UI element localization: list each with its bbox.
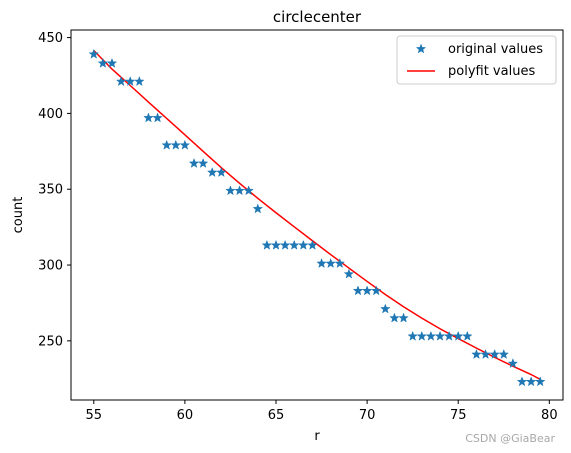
x-axis-label: r <box>314 429 320 444</box>
y-tick-label: 450 <box>38 31 63 46</box>
data-point <box>298 239 309 250</box>
data-point <box>516 376 528 387</box>
data-point <box>343 268 355 279</box>
y-tick-label: 350 <box>38 183 63 198</box>
data-point <box>416 330 428 341</box>
data-point <box>316 257 327 268</box>
data-point <box>97 57 109 68</box>
axis-ticks: 55 60 65 70 75 80 250 300 350 400 450 <box>38 31 557 423</box>
data-point <box>179 139 191 150</box>
data-point <box>352 285 364 296</box>
data-point <box>124 76 136 87</box>
data-point <box>361 285 373 296</box>
data-point <box>334 257 346 268</box>
data-point <box>398 312 409 323</box>
y-tick-label: 300 <box>38 259 63 274</box>
data-point <box>106 57 118 68</box>
legend-label-polyfit: polyfit values <box>448 64 535 79</box>
data-point <box>443 330 455 341</box>
data-point <box>225 185 236 196</box>
data-point <box>452 330 464 341</box>
x-tick-label: 55 <box>86 408 103 423</box>
x-tick-label: 80 <box>541 408 558 423</box>
y-axis-label: count <box>11 197 26 234</box>
chart-title: circlecenter <box>273 8 362 26</box>
x-tick-label: 60 <box>177 408 194 423</box>
data-point <box>389 312 400 323</box>
plot-area <box>70 29 564 401</box>
x-tick-label: 70 <box>359 408 376 423</box>
data-point <box>471 348 482 359</box>
polyfit-line <box>93 49 541 381</box>
data-point <box>270 239 282 250</box>
data-point <box>197 157 209 168</box>
data-point <box>480 348 491 359</box>
data-point <box>206 167 218 178</box>
data-point <box>252 203 264 214</box>
x-tick-label: 65 <box>268 408 285 423</box>
data-point <box>134 76 145 87</box>
data-point <box>243 185 254 196</box>
data-point <box>152 112 163 123</box>
y-tick-label: 400 <box>38 107 63 122</box>
data-point <box>380 303 391 314</box>
polyfit-series <box>93 49 541 381</box>
data-point <box>525 376 537 387</box>
data-point <box>88 48 100 59</box>
data-point <box>288 239 300 250</box>
data-point <box>462 330 473 341</box>
data-point <box>407 330 418 341</box>
data-point <box>425 330 437 341</box>
data-point <box>216 167 227 178</box>
data-point <box>234 185 245 196</box>
data-point <box>261 239 273 250</box>
data-point <box>279 239 291 250</box>
data-point <box>188 157 200 168</box>
data-point <box>534 376 546 387</box>
x-tick-label: 75 <box>450 408 467 423</box>
data-point <box>143 112 154 123</box>
data-point <box>325 257 336 268</box>
data-point <box>161 139 172 150</box>
data-point <box>489 348 500 359</box>
data-point <box>170 139 182 150</box>
data-point <box>307 239 318 250</box>
legend-label-original: original values <box>448 42 543 57</box>
watermark: CSDN @GiaBear <box>465 432 555 445</box>
legend: original values polyfit values <box>396 35 557 85</box>
data-point <box>507 358 519 369</box>
original-series <box>88 48 546 387</box>
data-point <box>498 348 510 359</box>
data-point <box>434 330 446 341</box>
legend-box <box>396 35 557 85</box>
y-tick-label: 250 <box>38 334 63 349</box>
data-point <box>115 76 127 87</box>
data-point <box>370 285 382 296</box>
legend-marker-swatch <box>415 43 427 54</box>
